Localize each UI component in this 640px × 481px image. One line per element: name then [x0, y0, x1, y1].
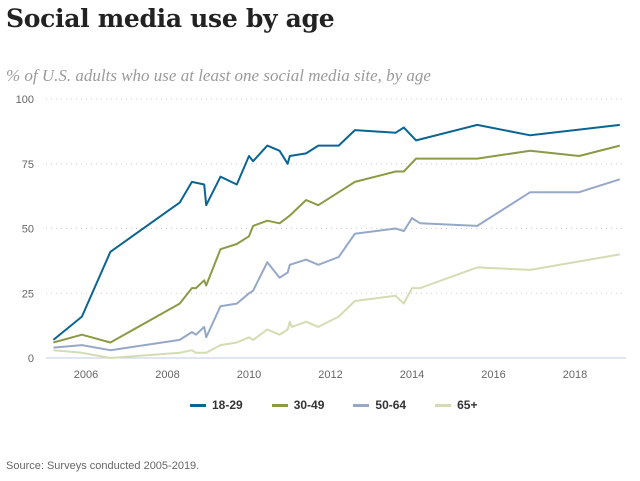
legend-label: 18-29	[212, 398, 243, 412]
legend-item-30-49[interactable]: 30-49	[271, 398, 325, 412]
series-line-50-64	[53, 178, 621, 352]
x-tick-label: 2008	[155, 369, 179, 381]
legend-swatch-18-29	[190, 403, 206, 407]
legend-label: 65+	[457, 398, 478, 412]
y-tick-label: 75	[22, 159, 34, 171]
legend-item-50-64[interactable]: 50-64	[353, 398, 406, 412]
series-line-65-plus	[53, 253, 620, 359]
series-lines	[52, 123, 621, 359]
x-axis-labels: 2006 2008 2010 2012 2014 2016 2018	[74, 369, 587, 381]
x-tick-label: 2014	[400, 369, 424, 381]
x-tick-label: 2016	[481, 369, 505, 381]
x-tick-label: 2010	[237, 369, 261, 381]
legend-item-18-29[interactable]: 18-29	[190, 398, 243, 412]
legend-item-65-plus[interactable]: 65+	[435, 398, 477, 412]
legend-swatch-65-plus	[435, 403, 452, 407]
x-tick-label: 2018	[563, 369, 587, 381]
y-tick-label: 50	[22, 224, 34, 236]
legend-label: 50-64	[375, 398, 407, 412]
y-tick-label: 25	[22, 288, 34, 300]
legend: 18-29 30-49 50-64 65+	[190, 398, 506, 412]
x-tick-label: 2006	[74, 369, 98, 381]
legend-label: 30-49	[293, 398, 325, 412]
chart-subtitle: % of U.S. adults who use at least one so…	[6, 66, 431, 85]
chart-title: Social media use by age	[6, 4, 335, 33]
gridlines	[46, 98, 626, 294]
series-line-30-49	[53, 144, 621, 344]
y-axis-labels: 0 25 50 75 100	[16, 94, 34, 365]
y-tick-label: 100	[16, 94, 34, 106]
series-line-18-29	[52, 123, 620, 341]
x-tick-label: 2012	[318, 369, 342, 381]
source-note: Source: Surveys conducted 2005-2019.	[6, 460, 200, 472]
legend-swatch-50-64	[353, 403, 370, 407]
y-tick-label: 0	[28, 353, 34, 365]
legend-swatch-30-49	[271, 403, 288, 407]
